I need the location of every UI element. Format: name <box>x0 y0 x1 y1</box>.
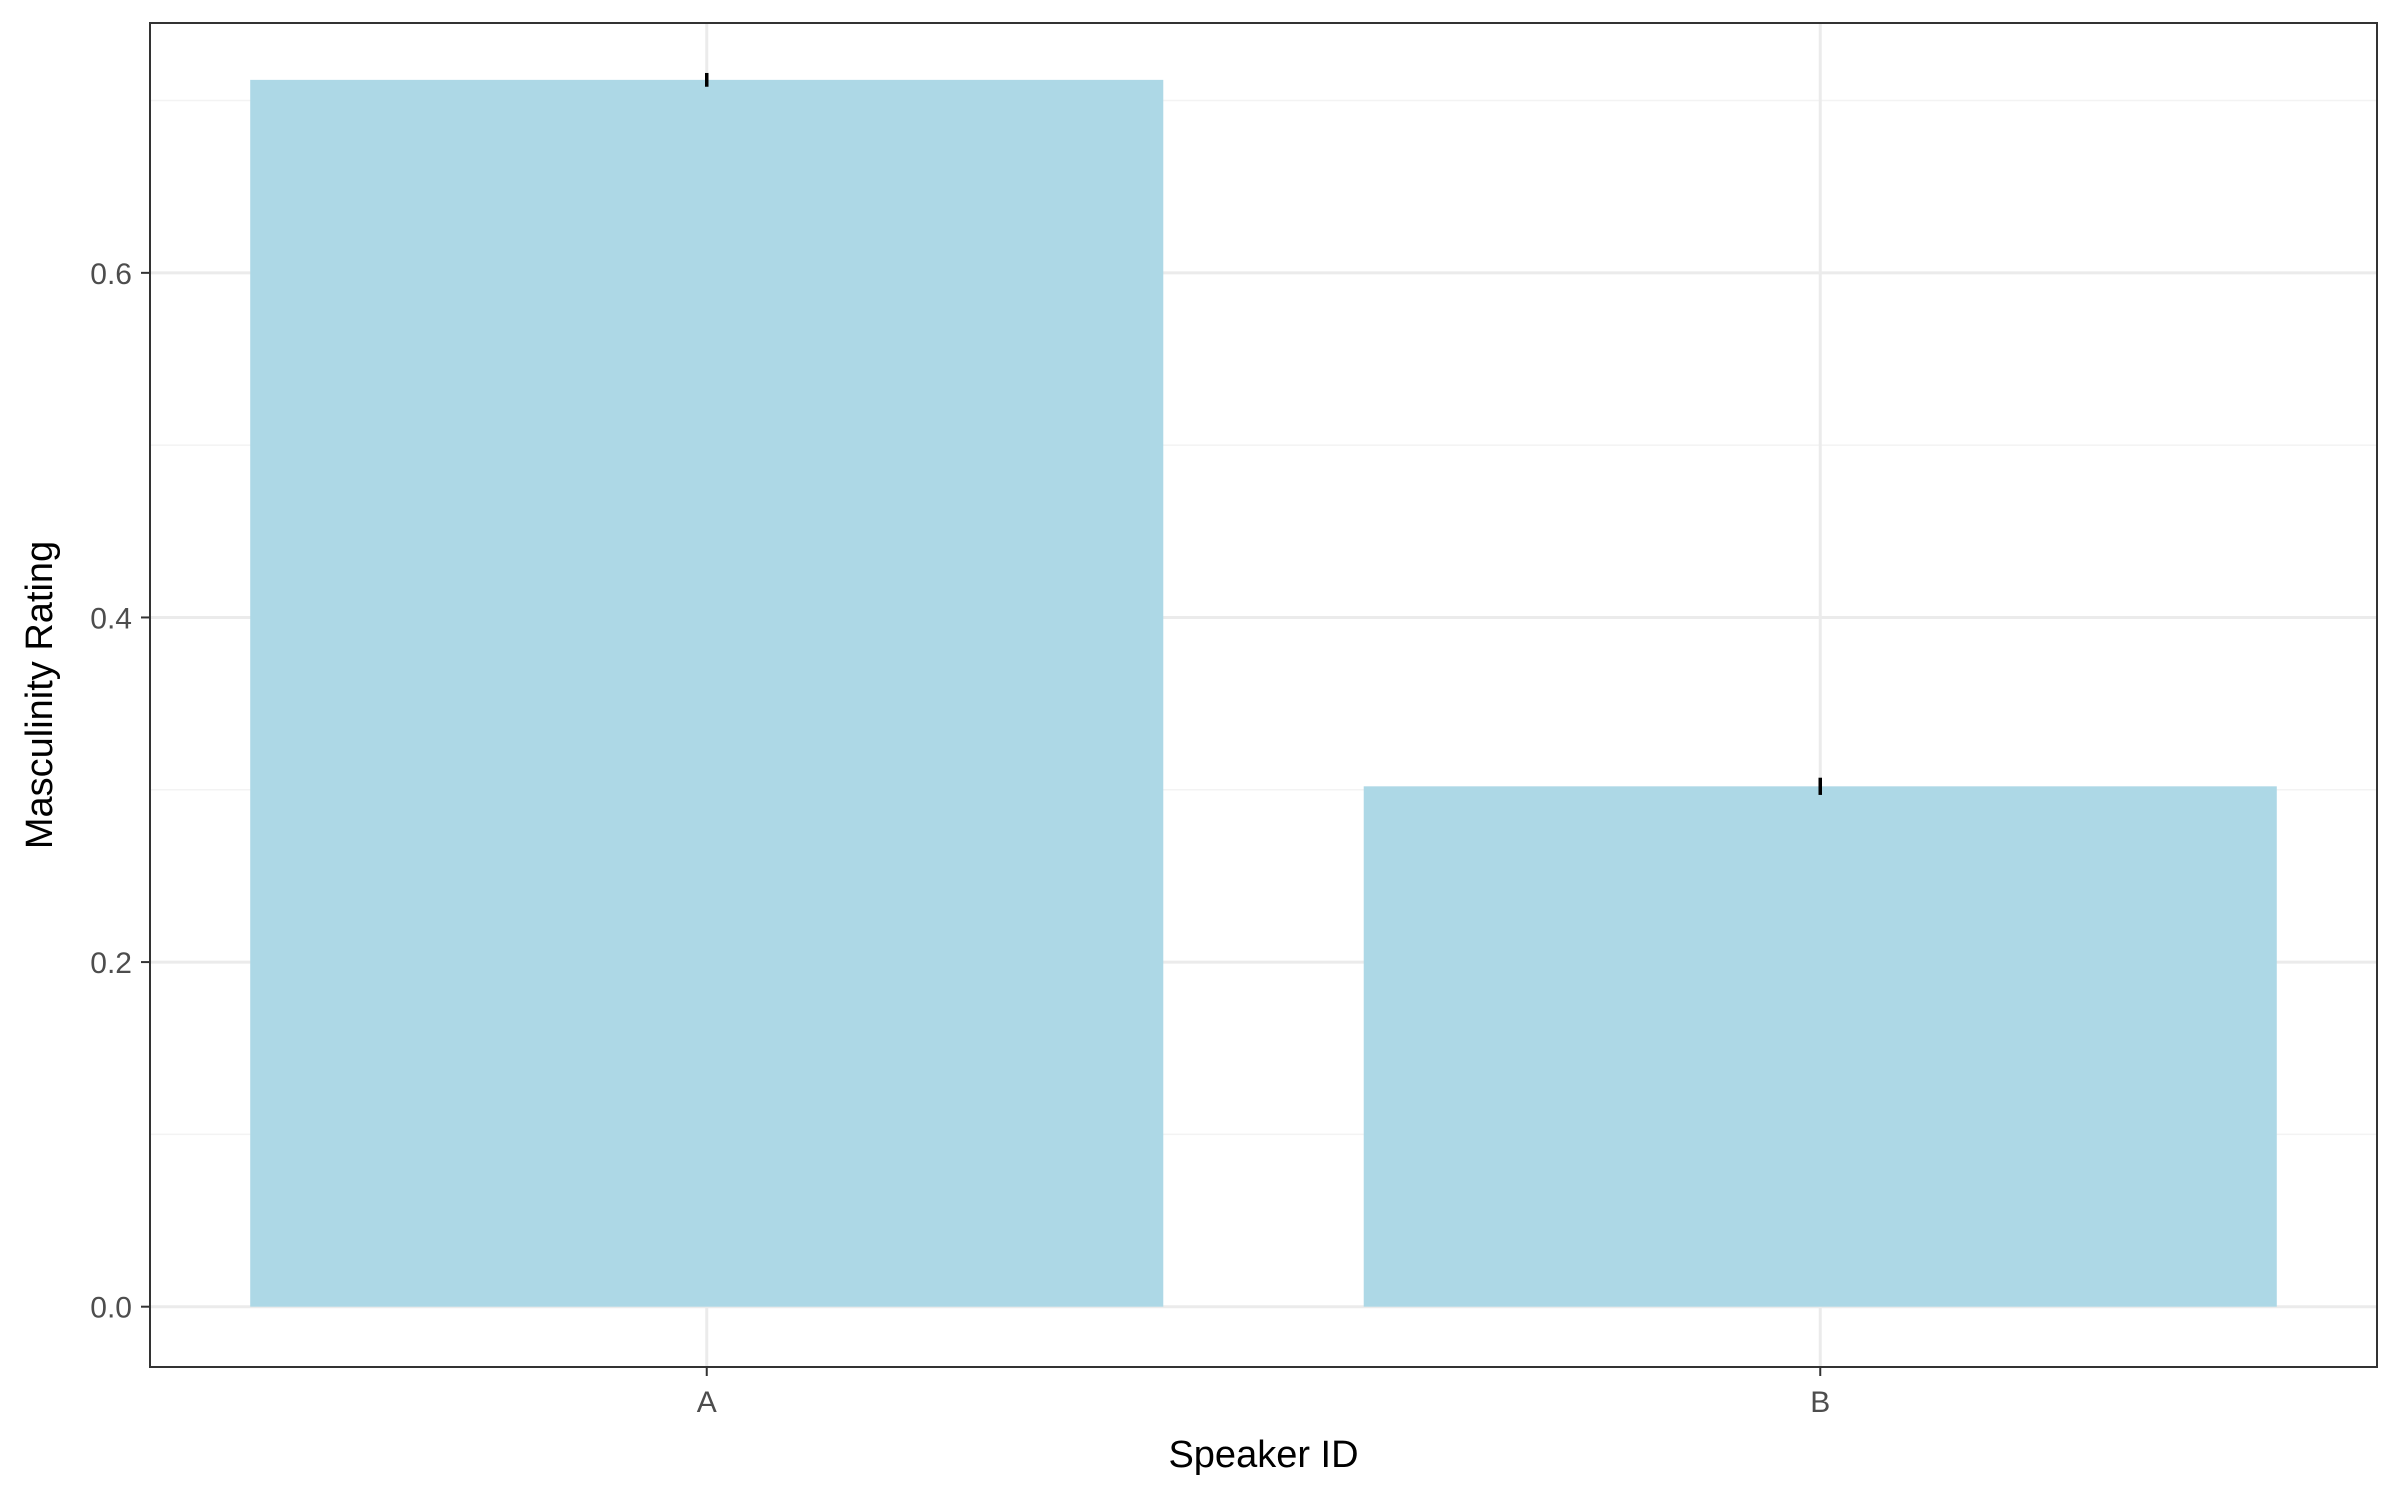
panel-border <box>149 22 2378 1368</box>
y-tick-label: 0.2 <box>90 947 132 980</box>
errorbar-layer <box>705 72 1822 795</box>
x-tick-label: A <box>697 1386 717 1419</box>
x-axis-title: Speaker ID <box>1168 1434 1358 1476</box>
y-tick-label: 0.4 <box>90 602 132 635</box>
bar-layer <box>250 79 2277 1307</box>
bar-A <box>250 79 1164 1307</box>
y-tick-label: 0.0 <box>90 1292 132 1325</box>
bar-B <box>1363 786 2277 1307</box>
x-tick-label: B <box>1810 1386 1830 1419</box>
tick-layer: 0.0 0.2 0.4 0.6 A B <box>90 258 1830 1419</box>
y-tick-label: 0.6 <box>90 258 132 291</box>
y-axis-title: Masculinity Rating <box>19 541 61 849</box>
